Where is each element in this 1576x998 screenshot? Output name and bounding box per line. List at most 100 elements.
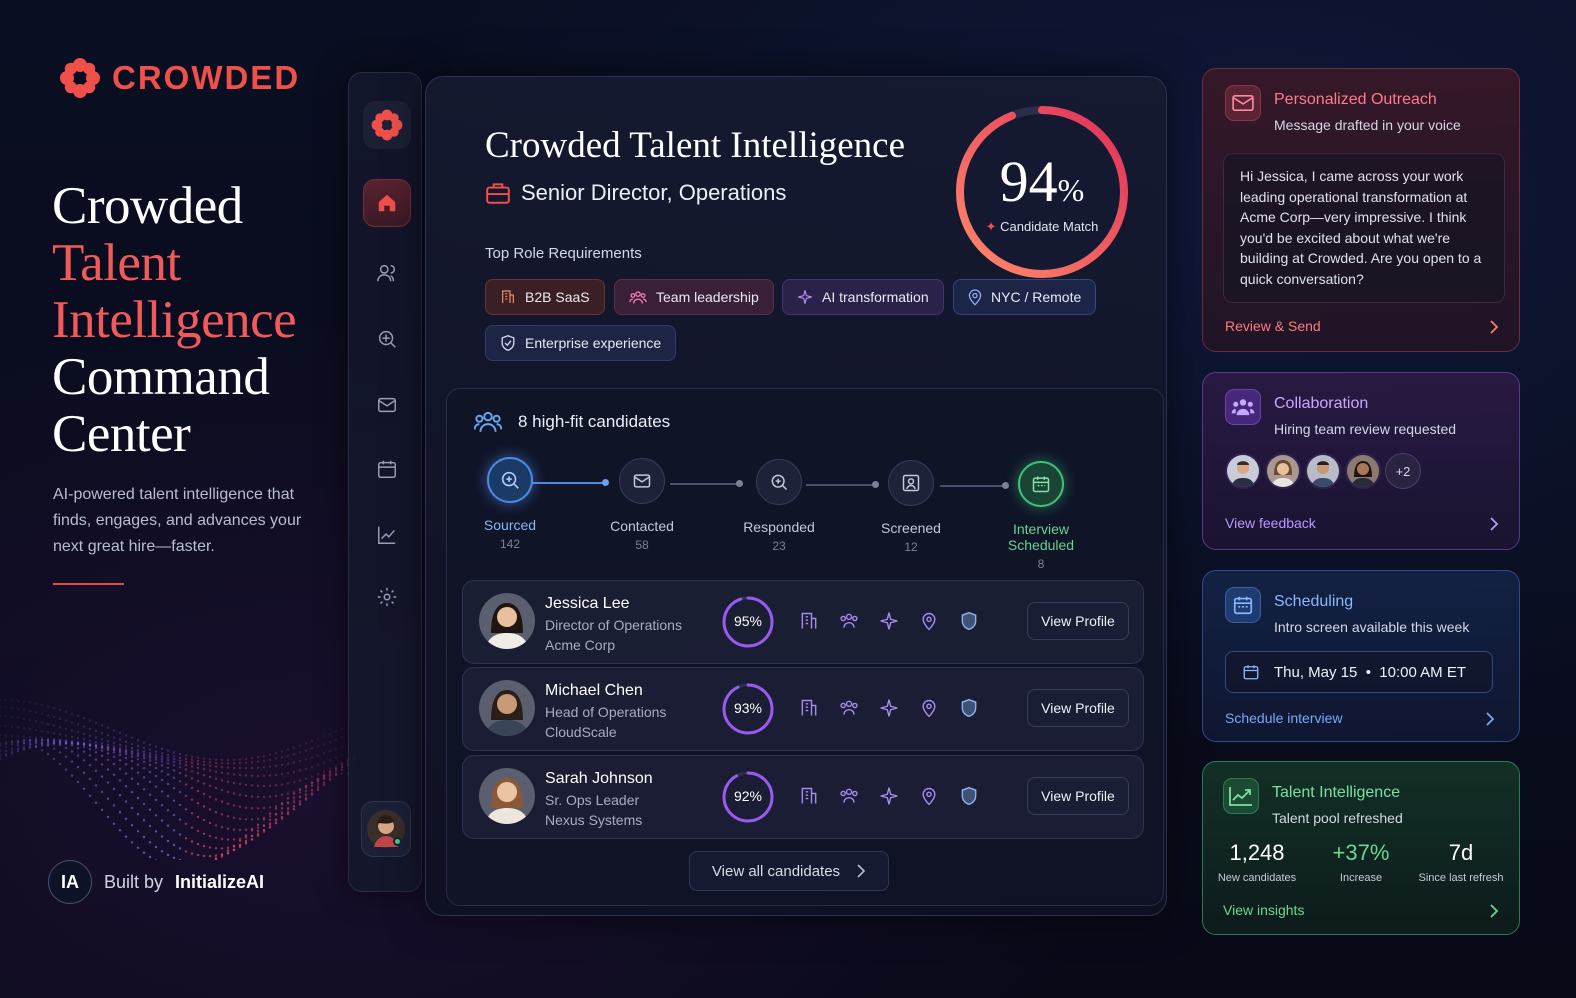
collab-subtitle: Hiring team review requested <box>1274 421 1457 437</box>
sidebar-item-search[interactable] <box>363 315 411 363</box>
candidate-avatar[interactable] <box>479 593 535 649</box>
view-profile-button[interactable]: View Profile <box>1027 777 1129 815</box>
chevron-right-icon[interactable] <box>1487 904 1501 918</box>
requirement-chip-location[interactable]: NYC / Remote <box>953 279 1097 315</box>
stage-label: Contacted <box>610 518 674 534</box>
view-feedback-link[interactable]: View feedback <box>1225 515 1316 531</box>
candidate-row[interactable]: Sarah Johnson Sr. Ops Leader Nexus Systems… <box>462 755 1144 839</box>
pipeline-stage-responded[interactable]: Responded 23 <box>729 459 829 553</box>
chevron-right-icon[interactable] <box>1487 517 1501 531</box>
stage-icon-wrap <box>619 458 665 504</box>
more-reviewers-badge[interactable]: +2 <box>1385 453 1421 489</box>
requirements-label: Top Role Requirements <box>485 245 642 262</box>
pipeline-connector <box>940 485 1006 487</box>
candidate-company: Acme Corp <box>545 637 616 653</box>
team-icon <box>629 291 647 304</box>
outreach-title: Personalized Outreach <box>1274 91 1437 108</box>
stage-label: Interview Scheduled <box>1007 521 1075 553</box>
match-label: ✦ Candidate Match <box>985 219 1099 234</box>
sidebar-item-analytics[interactable] <box>363 511 411 559</box>
sidebar-item-candidates[interactable] <box>363 249 411 297</box>
shield-icon <box>961 611 977 631</box>
gear-icon <box>377 587 397 607</box>
chevron-right-icon[interactable] <box>1487 320 1501 334</box>
collaboration-card: Collaboration Hiring team review request… <box>1202 372 1520 550</box>
chip-label: Team leadership <box>656 289 759 305</box>
candidate-match-ring <box>722 771 774 823</box>
view-profile-button[interactable]: View Profile <box>1027 602 1129 640</box>
sparkle-icon <box>880 699 898 717</box>
time-slot[interactable]: Thu, May 15 • 10:00 AM ET <box>1225 651 1493 693</box>
stage-label: Responded <box>743 519 815 535</box>
building-icon <box>801 699 817 716</box>
stat-label: New candidates <box>1217 872 1297 884</box>
sparkle-icon <box>880 612 898 630</box>
sidebar-item-settings[interactable] <box>363 573 411 621</box>
collab-icon-wrap <box>1225 389 1261 425</box>
candidate-name[interactable]: Michael Chen <box>545 682 643 699</box>
home-icon <box>378 194 396 212</box>
outreach-subtitle: Message drafted in your voice <box>1274 117 1461 133</box>
pipeline-stage-screened[interactable]: Screened 12 <box>861 460 961 554</box>
requirement-chip-ai-transformation[interactable]: AI transformation <box>782 279 944 315</box>
reviewer-avatar[interactable] <box>1265 453 1301 489</box>
view-profile-button[interactable]: View Profile <box>1027 689 1129 727</box>
candidate-avatar[interactable] <box>479 768 535 824</box>
sidebar <box>348 72 422 892</box>
calendar-icon <box>1233 596 1253 615</box>
requirement-chip-enterprise[interactable]: Enterprise experience <box>485 325 677 361</box>
candidates-header: 8 high-fit candidates <box>474 410 670 434</box>
candidate-name[interactable]: Jessica Lee <box>545 595 630 612</box>
pipeline-stage-interview[interactable]: Interview Scheduled 8 <box>991 461 1091 571</box>
chip-label: NYC / Remote <box>991 289 1082 305</box>
calendar-icon <box>378 460 396 478</box>
chevron-right-icon[interactable] <box>1483 712 1497 726</box>
time-slot-text: Thu, May 15 • 10:00 AM ET <box>1274 663 1467 681</box>
online-status-dot <box>393 837 402 846</box>
sidebar-item-calendar[interactable] <box>363 445 411 493</box>
candidate-match-value: 92% <box>733 788 763 804</box>
reviewer-avatar[interactable] <box>1225 453 1261 489</box>
requirement-chip-team-leadership[interactable]: Team leadership <box>614 279 774 315</box>
stage-icon-wrap <box>756 459 802 505</box>
candidate-title: Sr. Ops Leader <box>545 792 640 808</box>
hero-title: Crowded Talent Intelligence Command Cent… <box>52 178 297 463</box>
candidate-row[interactable]: Michael Chen Head of Operations CloudScale… <box>462 667 1144 751</box>
mail-icon <box>378 397 396 413</box>
stage-label: Screened <box>881 520 941 536</box>
candidate-avatar[interactable] <box>479 680 535 736</box>
sparkle-icon <box>798 290 812 304</box>
page-title: Crowded Talent Intelligence <box>485 125 906 166</box>
reviewer-avatar[interactable] <box>1305 453 1341 489</box>
hero-divider <box>53 583 124 585</box>
pipeline-stage-contacted[interactable]: Contacted 58 <box>592 458 692 552</box>
view-insights-link[interactable]: View insights <box>1223 902 1305 918</box>
schedule-interview-link[interactable]: Schedule interview <box>1225 710 1343 726</box>
chip-label: Enterprise experience <box>525 335 662 351</box>
reviewer-avatar[interactable] <box>1345 453 1381 489</box>
candidate-row[interactable]: Jessica Lee Director of Operations Acme Co… <box>462 580 1144 664</box>
search-icon <box>771 474 788 491</box>
location-pin-icon <box>922 612 936 631</box>
sidebar-item-messages[interactable] <box>363 381 411 429</box>
pipeline-dot <box>736 480 743 487</box>
review-send-link[interactable]: Review & Send <box>1225 318 1321 334</box>
users-icon <box>377 264 396 282</box>
building-icon <box>801 787 817 804</box>
candidate-title: Head of Operations <box>545 704 667 720</box>
match-unit: % <box>1057 172 1085 208</box>
pipeline-connector <box>532 482 604 484</box>
sidebar-logo[interactable] <box>363 101 411 149</box>
stat-value: 1,248 <box>1229 840 1285 865</box>
pipeline-stage-sourced[interactable]: Sourced 142 <box>460 457 560 551</box>
stat-refresh: 7d Since last refresh <box>1413 840 1509 884</box>
candidate-match-ring <box>956 106 1128 278</box>
candidate-name[interactable]: Sarah Johnson <box>545 770 653 787</box>
stage-count: 23 <box>772 539 786 553</box>
stage-icon-wrap <box>1018 461 1064 507</box>
insights-icon-wrap <box>1223 778 1259 814</box>
sidebar-item-home[interactable] <box>363 179 411 227</box>
view-all-candidates-button[interactable]: View all candidates <box>689 851 889 891</box>
requirement-chip-b2b-saas[interactable]: B2B SaaS <box>485 279 605 315</box>
user-avatar[interactable] <box>361 801 411 857</box>
